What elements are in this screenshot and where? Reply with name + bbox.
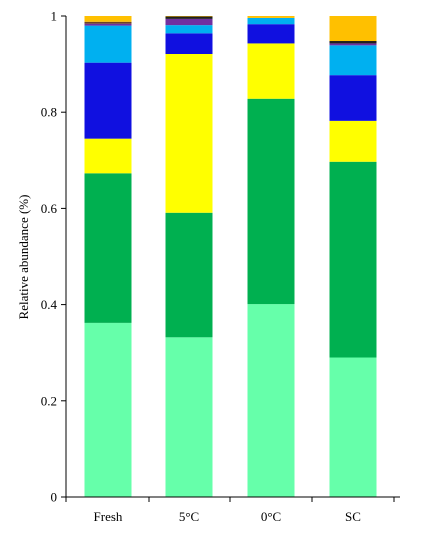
bar-segment-1-9 <box>85 16 132 22</box>
bar-segment-2-1 <box>166 337 213 497</box>
bar-segment-1-6 <box>85 24 132 26</box>
bar-segment-1-5 <box>85 26 132 63</box>
bar-segment-3-5 <box>248 18 295 24</box>
bar-segment-4-4 <box>330 75 377 121</box>
bar-segment-1-4 <box>85 63 132 139</box>
bar-segment-2-3 <box>166 54 213 213</box>
bar-segment-4-6 <box>330 43 377 45</box>
y-tick-label: 0 <box>51 490 58 505</box>
bar-segment-3-4 <box>248 24 295 43</box>
bar-segment-2-4 <box>166 33 213 54</box>
y-tick-label: 0.4 <box>41 297 58 312</box>
bar-segment-2-5 <box>166 25 213 33</box>
bar-segment-2-6 <box>166 19 213 25</box>
x-tick-label: Fresh <box>94 509 123 524</box>
y-tick-label: 0.8 <box>41 105 57 120</box>
bar-segment-2-2 <box>166 213 213 338</box>
bar-segment-3-9 <box>248 16 295 18</box>
y-tick-label: 1 <box>51 9 58 24</box>
bar-segment-1-3 <box>85 139 132 174</box>
y-axis-label: Relative abundance (%) <box>16 195 31 320</box>
x-tick-label: 5°C <box>179 509 199 524</box>
bar-segment-4-3 <box>330 121 377 162</box>
bar-segment-4-5 <box>330 45 377 75</box>
bar-segment-1-2 <box>85 173 132 323</box>
bar-segment-1-7 <box>85 22 132 24</box>
bar-segment-4-8 <box>330 41 377 43</box>
bar-segment-4-1 <box>330 358 377 497</box>
y-tick-label: 0.6 <box>41 201 58 216</box>
bar-segment-1-1 <box>85 323 132 497</box>
bars-layer <box>85 16 377 497</box>
bar-segment-3-1 <box>248 304 295 497</box>
x-tick-label: 0°C <box>261 509 281 524</box>
bar-segment-2-8 <box>166 16 213 18</box>
y-tick-label: 0.2 <box>41 393 57 408</box>
bar-segment-4-9 <box>330 16 377 41</box>
bar-segment-3-2 <box>248 99 295 304</box>
bar-segment-3-3 <box>248 43 295 98</box>
x-tick-label: SC <box>345 509 361 524</box>
bar-segment-4-2 <box>330 162 377 358</box>
